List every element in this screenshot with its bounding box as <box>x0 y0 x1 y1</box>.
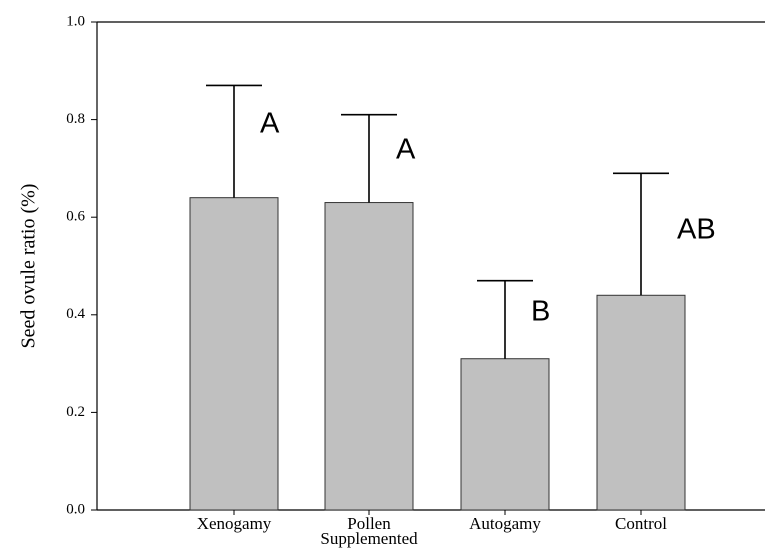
error-bar <box>477 279 533 359</box>
y-tick-label: 0.2 <box>66 404 85 420</box>
annotation: A <box>260 108 280 140</box>
x-tick-label: Autogamy <box>469 514 541 533</box>
y-tick-label: 0.4 <box>66 306 85 322</box>
annotation: AB <box>677 214 716 246</box>
error-bar <box>341 113 397 203</box>
y-tick-label: 0.8 <box>66 111 85 127</box>
y-tick-label: 1.0 <box>66 13 85 29</box>
y-tick-label: 0.6 <box>66 209 85 225</box>
error-bar <box>613 172 669 296</box>
x-tick-label: Pollen Supplemented <box>320 514 418 548</box>
y-axis-label: Seed ovule ratio (%) <box>18 184 40 349</box>
error-bar <box>206 84 262 198</box>
bar <box>324 202 414 511</box>
bar <box>596 294 686 511</box>
annotation: A <box>396 134 416 166</box>
y-tick-label: 0.0 <box>66 501 85 517</box>
x-tick-label: Control <box>615 514 667 533</box>
bar <box>189 197 279 511</box>
annotation: B <box>531 296 550 328</box>
x-tick-label: Xenogamy <box>196 514 272 533</box>
bar <box>460 358 550 511</box>
